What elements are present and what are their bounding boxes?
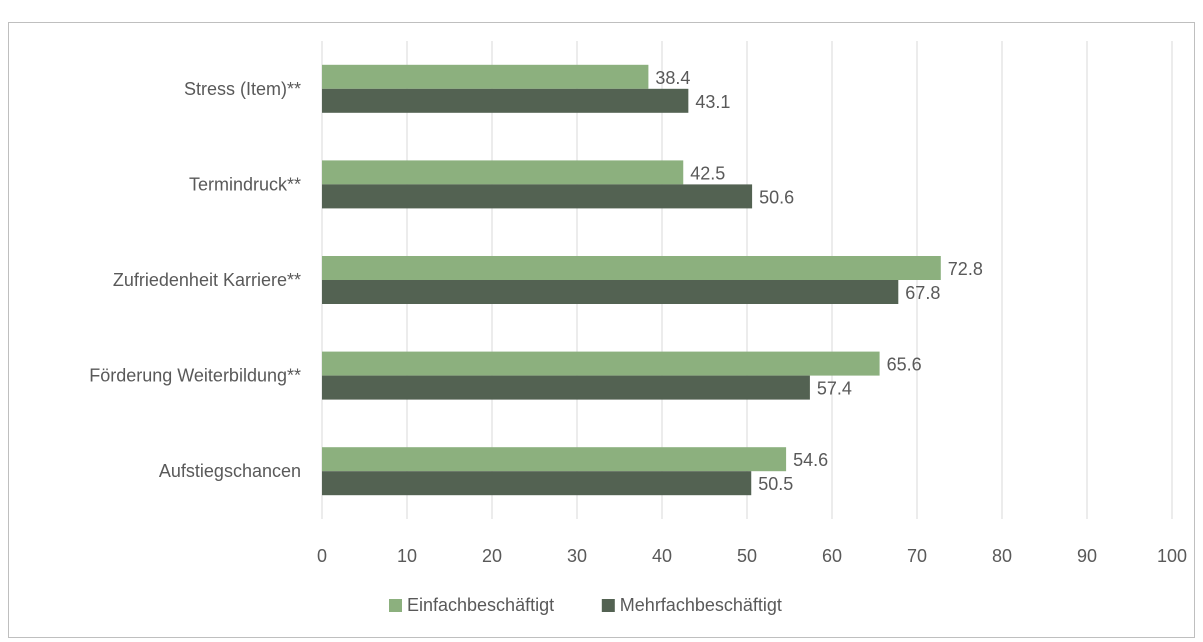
chart-frame: Stress (Item)** Termindruck** Zufriedenhei… xyxy=(8,22,1195,638)
bar xyxy=(322,447,787,472)
x-tick-label: 20 xyxy=(482,546,502,566)
category-labels: Stress (Item)** Termindruck** Zufriedenhei… xyxy=(89,79,301,481)
data-label: 42.5 xyxy=(690,163,725,183)
x-tick-label: 40 xyxy=(652,546,672,566)
legend-label: Mehrfachbeschäftigt xyxy=(620,595,782,615)
category-label: Stress (Item)** xyxy=(184,79,301,99)
data-label: 43.1 xyxy=(695,92,730,112)
data-label: 57.4 xyxy=(817,379,852,399)
data-label: 50.6 xyxy=(759,187,794,207)
x-tick-label: 100 xyxy=(1157,546,1187,566)
bar xyxy=(322,375,810,400)
data-label: 67.8 xyxy=(905,283,940,303)
bar xyxy=(322,88,689,113)
data-label: 54.6 xyxy=(793,450,828,470)
bar xyxy=(322,256,941,280)
bar xyxy=(322,184,753,209)
x-tick-label: 50 xyxy=(737,546,757,566)
legend: Einfachbeschäftigt Mehrfachbeschäftigt xyxy=(389,595,782,615)
bar xyxy=(322,351,880,376)
x-tick-label: 60 xyxy=(822,546,842,566)
data-label: 72.8 xyxy=(948,259,983,279)
data-labels: 38.443.1 42.5 50.6 72.8 67.8 65.6 57.4 54.650.5 xyxy=(655,68,982,494)
bar xyxy=(322,160,684,185)
bar xyxy=(322,471,752,496)
bar xyxy=(322,280,899,304)
data-label: 38.4 xyxy=(655,68,690,88)
x-tick-label: 70 xyxy=(907,546,927,566)
x-tick-label: 80 xyxy=(992,546,1012,566)
data-label: 65.6 xyxy=(887,355,922,375)
x-axis-ticks: 0 10 20 30 40 50 60 70 80 90 100 xyxy=(317,546,1187,566)
legend-swatch xyxy=(601,599,615,612)
category-label: Termindruck** xyxy=(189,174,301,194)
x-tick-label: 90 xyxy=(1077,546,1097,566)
legend-label: Einfachbeschäftigt xyxy=(407,595,554,615)
bar-chart: Stress (Item)** Termindruck** Zufriedenhei… xyxy=(89,41,1187,615)
category-label: Zufriedenheit Karriere** xyxy=(113,270,301,290)
bar xyxy=(322,64,649,89)
category-label: Aufstiegschancen xyxy=(159,461,301,481)
x-tick-label: 10 xyxy=(397,546,417,566)
legend-swatch xyxy=(389,599,402,612)
category-label: Förderung Weiterbildung** xyxy=(89,366,301,386)
x-tick-label: 30 xyxy=(567,546,587,566)
x-tick-label: 0 xyxy=(317,546,327,566)
data-label: 50.5 xyxy=(758,474,793,494)
bars xyxy=(322,64,941,496)
